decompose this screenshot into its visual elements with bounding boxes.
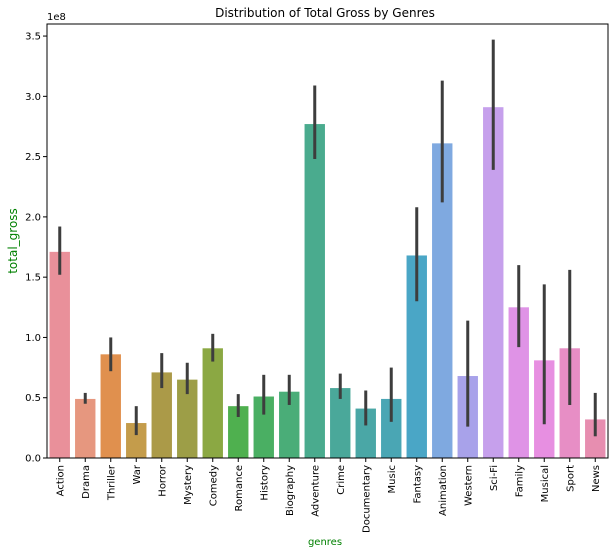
y-tick-label: 0.5	[25, 393, 41, 404]
bar-documentary	[355, 408, 376, 458]
x-tick-label: Family	[514, 465, 525, 497]
x-tick-label: Fantasy	[412, 465, 423, 504]
bar-mystery	[177, 379, 198, 458]
x-axis-label: genres	[308, 537, 342, 548]
axes-frame	[46, 23, 609, 459]
x-tick-label: Sport	[565, 465, 576, 492]
x-tick-label: News	[591, 465, 602, 492]
y-axis-label: total_gross	[6, 208, 20, 274]
x-tick-label: Western	[463, 465, 474, 506]
plot-area: 0.0 0.5 1.0 1.5 2.0 2.5 3.0 3.5 Action Drama Thril…	[25, 23, 609, 533]
y-tick-label: 1.5	[25, 273, 41, 284]
y-tick-label: 2.5	[25, 152, 41, 163]
chart-title: Distribution of Total Gross by Genres	[215, 6, 435, 20]
bar-adventure	[304, 124, 325, 459]
x-tick-label: Mystery	[183, 465, 194, 505]
bar-fantasy	[406, 255, 427, 458]
x-tick-label: Crime	[336, 465, 347, 495]
bar-crime	[330, 388, 351, 458]
x-tick-label: Sci-Fi	[489, 465, 500, 491]
bar-war	[126, 423, 147, 458]
x-tick-label: History	[259, 465, 270, 501]
y-offset-text: 1e8	[47, 12, 66, 23]
y-tick-label: 2.0	[25, 212, 41, 223]
bar-animation	[432, 143, 453, 458]
bar-action	[49, 251, 70, 458]
bar-comedy	[202, 348, 223, 458]
x-tick-label: Action	[55, 465, 66, 496]
bar-drama	[75, 398, 96, 458]
y-tick-label: 1.0	[25, 333, 41, 344]
x-tick-label: Music	[387, 465, 398, 493]
y-tick-label: 0.0	[25, 454, 41, 465]
x-tick-label: Comedy	[208, 465, 219, 506]
bar-music	[381, 398, 402, 458]
bar-news	[585, 419, 606, 458]
x-tick-label: Horror	[157, 464, 168, 497]
y-tick-label: 3.0	[25, 92, 41, 103]
bar-history	[253, 396, 274, 458]
bar-horror	[151, 372, 172, 458]
x-tick-label: Documentary	[361, 465, 372, 533]
x-tick-label: Thriller	[106, 464, 117, 501]
bar-romance	[228, 406, 249, 458]
x-tick-label: War	[132, 464, 143, 484]
bar-family	[508, 307, 529, 458]
bar-biography	[279, 391, 300, 458]
x-tick-label: Adventure	[310, 465, 321, 517]
x-tick-label: Drama	[81, 465, 92, 499]
x-tick-label: Animation	[438, 465, 449, 516]
x-tick-label: Biography	[285, 465, 296, 516]
y-tick-label: 3.5	[25, 32, 41, 43]
x-tick-label: Musical	[540, 465, 551, 502]
bar-sci-fi	[483, 107, 504, 458]
x-tick-label: Romance	[234, 465, 245, 511]
bar-thriller	[100, 354, 121, 458]
